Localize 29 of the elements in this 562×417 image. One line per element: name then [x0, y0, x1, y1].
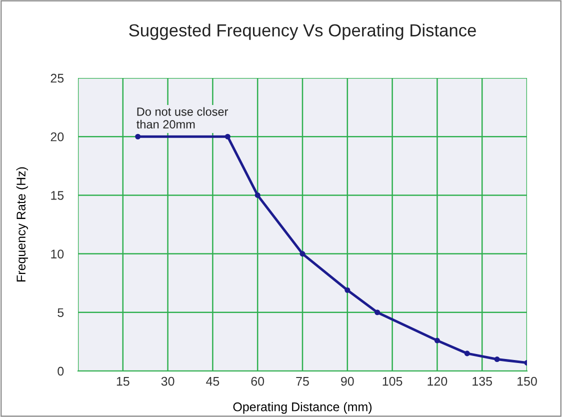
- annotation: Do not use closer than 20mm: [136, 107, 228, 129]
- y-tick-label: 15: [51, 191, 64, 200]
- x-tick-label: 45: [206, 377, 220, 386]
- y-axis-title: Frequency Rate (Hz): [16, 167, 28, 282]
- x-tick-label: 15: [116, 377, 130, 386]
- point: [344, 287, 350, 293]
- y-tick-label: 10: [51, 250, 64, 258]
- y-tick-label: 5: [58, 308, 64, 318]
- point: [494, 356, 500, 362]
- point: [224, 134, 230, 140]
- point: [374, 310, 380, 316]
- x-tick-label: 105: [382, 376, 402, 386]
- point: [464, 350, 470, 356]
- x-axis-title: Operating Distance (mm): [233, 402, 372, 414]
- point: [135, 134, 141, 140]
- chart-title: Suggested Frequency Vs Operating Distance: [129, 24, 476, 40]
- y-tick-label: 0: [58, 366, 64, 376]
- y-tick-label: 25: [50, 74, 64, 83]
- x-tick-label: 135: [472, 376, 492, 386]
- x-tick-label: 30: [161, 376, 174, 386]
- point: [300, 251, 306, 257]
- point: [254, 192, 260, 198]
- x-tick-label: 60: [251, 376, 264, 386]
- y-tick-label: 20: [50, 132, 64, 142]
- point: [434, 338, 440, 344]
- x-tick-label: 120: [428, 376, 448, 386]
- x-tick-label: 150: [518, 376, 537, 386]
- x-tick-label: 75: [296, 377, 309, 386]
- x-tick-label: 90: [341, 376, 354, 386]
